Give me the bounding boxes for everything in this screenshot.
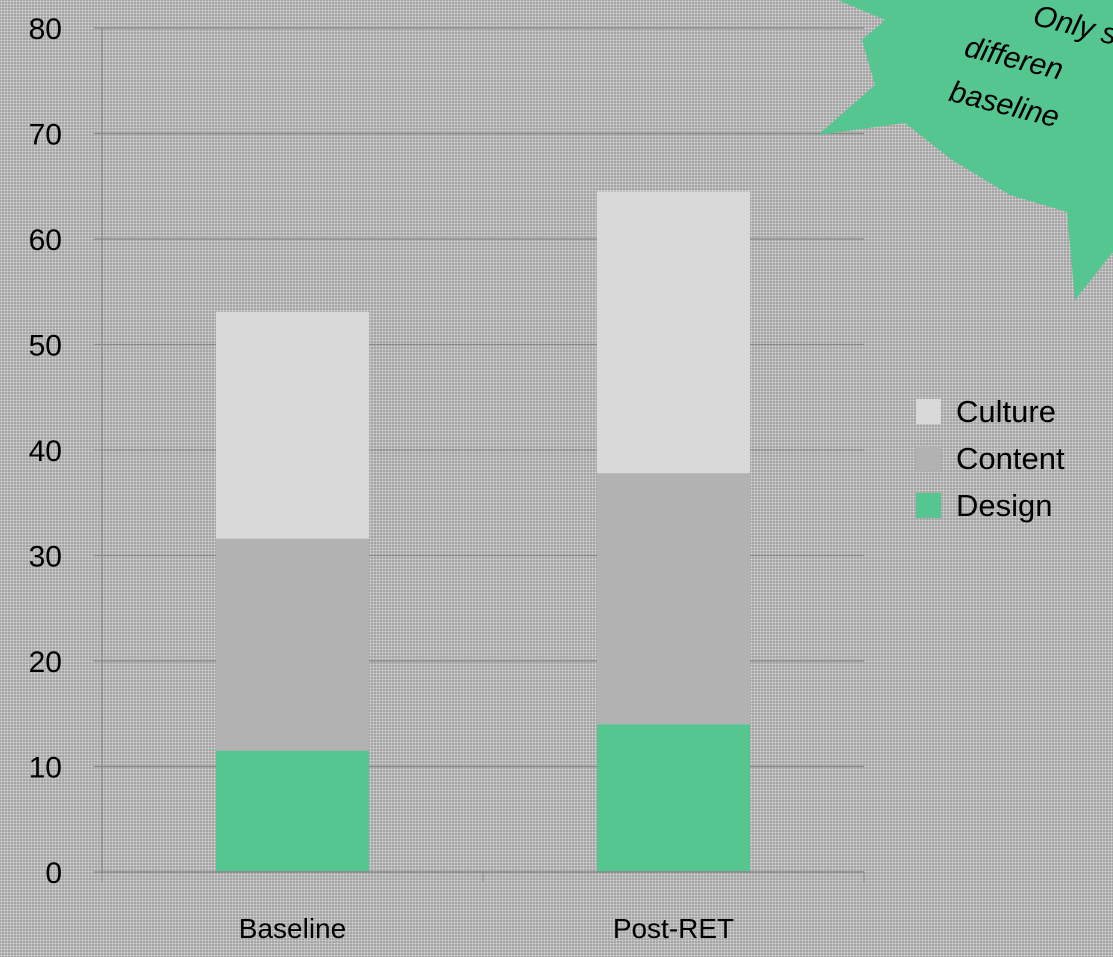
bar-design <box>216 750 369 872</box>
bar-design <box>597 724 750 872</box>
y-tick-label: 70 <box>29 119 62 152</box>
y-tick-label: 60 <box>29 224 62 257</box>
axis-labels: 0 10 20 30 40 50 60 70 80 Baseline Post-RET <box>29 13 735 944</box>
bar-culture <box>597 191 750 474</box>
bar-content <box>597 473 750 725</box>
legend-label-design: Design <box>956 487 1053 523</box>
legend-label-culture: Culture <box>956 393 1056 429</box>
legend-swatch-culture <box>916 399 941 424</box>
y-tick-label: 40 <box>29 435 62 468</box>
y-tick-label: 20 <box>29 646 62 679</box>
y-tick-label: 0 <box>45 857 62 890</box>
legend-item-content: Content <box>916 440 1065 477</box>
callout-shape <box>818 0 1113 300</box>
legend-label-content: Content <box>956 440 1065 476</box>
y-tick-label: 10 <box>29 752 62 785</box>
bars <box>216 191 750 872</box>
legend-item-culture: Culture <box>916 393 1065 430</box>
bar-content <box>216 538 369 751</box>
legend: Culture Content Design <box>916 393 1065 534</box>
legend-swatch-design <box>916 493 941 518</box>
y-tick-label: 50 <box>29 330 62 363</box>
axes <box>94 27 865 882</box>
x-category-label: Baseline <box>239 913 346 944</box>
bar-culture <box>216 311 369 539</box>
y-tick-label: 80 <box>29 13 62 46</box>
callout-starburst: Only s differen baseline <box>818 0 1113 300</box>
x-category-label: Post-RET <box>613 913 734 944</box>
legend-swatch-content <box>916 446 941 471</box>
y-tick-label: 30 <box>29 541 62 574</box>
legend-item-design: Design <box>916 487 1065 524</box>
